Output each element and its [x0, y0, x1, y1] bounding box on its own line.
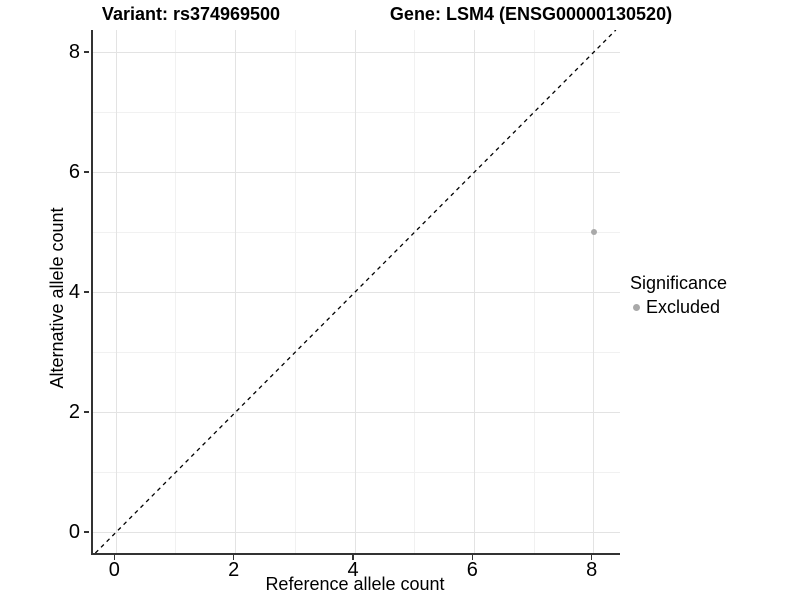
x-tick-mark	[232, 555, 235, 560]
y-tick-label: 0	[68, 521, 80, 543]
legend-point-swatch	[633, 303, 640, 311]
y-tick-mark	[84, 411, 89, 413]
data-point	[590, 229, 597, 236]
legend-item-excluded: Excluded	[630, 296, 727, 318]
x-tick-label: 6	[466, 559, 478, 581]
y-tick-mark	[84, 51, 89, 53]
y-tick-mark	[84, 171, 89, 173]
legend: Significance Excluded	[630, 272, 727, 318]
y-tick-mark	[84, 531, 89, 533]
y-tick-label: 8	[68, 41, 80, 64]
y-tick-mark	[84, 291, 89, 293]
legend-title: Significance	[630, 273, 728, 293]
legend-item-label: Excluded	[646, 297, 721, 317]
identity-line-layer	[94, 30, 617, 553]
identity-dashed-line	[94, 30, 617, 553]
x-tick-mark	[590, 555, 593, 560]
y-tick-label: 2	[68, 401, 80, 424]
x-tick-label: 8	[586, 559, 598, 581]
gene-title: Gene: LSM4 (ENSG00000130520)	[389, 4, 673, 24]
y-tick-label: 4	[68, 281, 80, 304]
x-tick-label: 0	[108, 559, 120, 581]
x-axis-title: Reference allele count	[265, 574, 445, 594]
x-tick-label: 2	[228, 559, 240, 581]
x-tick-mark	[352, 555, 354, 560]
variant-title: Variant: rs374969500	[101, 4, 281, 24]
x-tick-mark	[471, 555, 474, 560]
x-tick-label: 4	[347, 559, 359, 581]
x-tick-mark	[113, 555, 116, 560]
plot-panel	[91, 30, 620, 555]
y-tick-label: 6	[68, 161, 80, 184]
